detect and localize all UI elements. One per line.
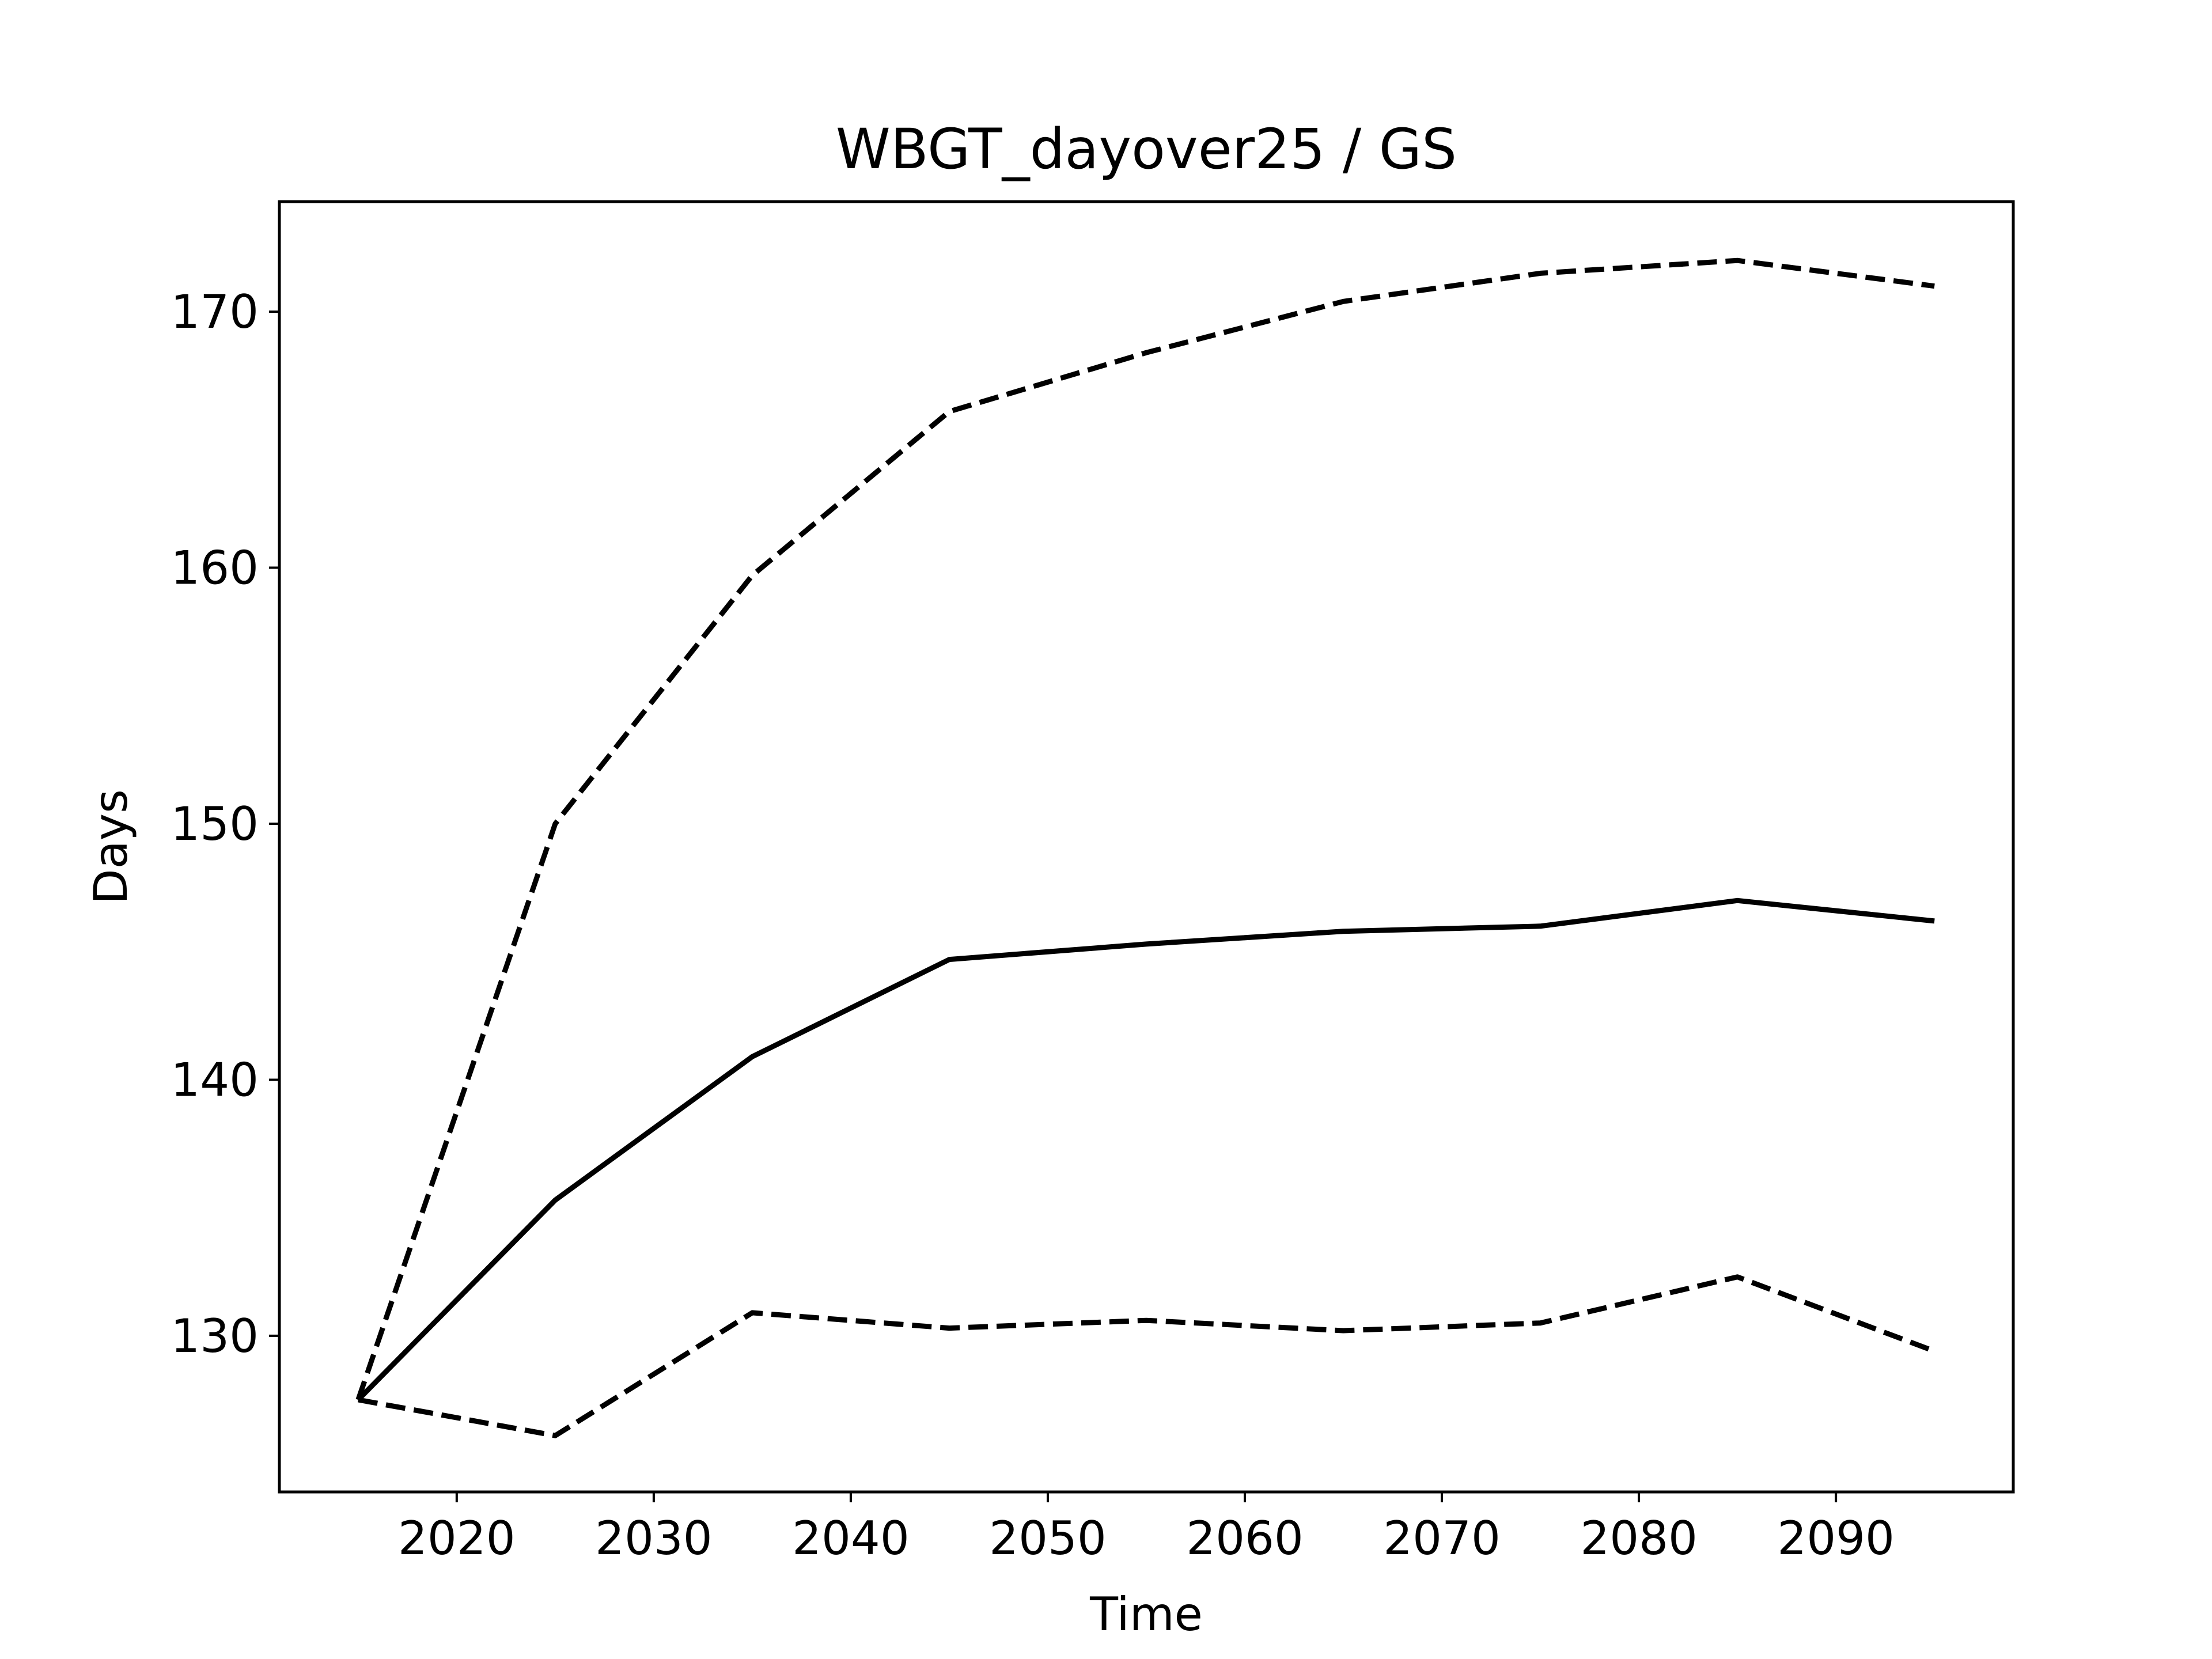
chart-title: WBGT_dayover25 / GS bbox=[836, 117, 1457, 181]
x-tick-label: 2040 bbox=[792, 1512, 910, 1565]
y-tick-label: 130 bbox=[171, 1309, 259, 1363]
y-axis-label: Days bbox=[84, 789, 138, 904]
y-tick-label: 140 bbox=[171, 1053, 259, 1107]
series-line-2 bbox=[355, 257, 1935, 1401]
series-line-1 bbox=[356, 897, 1935, 1402]
series-line-3 bbox=[357, 1274, 1936, 1438]
y-tick-label: 170 bbox=[171, 285, 259, 339]
x-tick-label: 2020 bbox=[398, 1512, 516, 1565]
x-tick-label: 2080 bbox=[1580, 1512, 1698, 1565]
x-tick-label: 2030 bbox=[595, 1512, 713, 1565]
y-tick-label: 160 bbox=[171, 541, 259, 595]
y-axis: 130 140 150 160 170 bbox=[171, 285, 279, 1363]
x-tick-label: 2070 bbox=[1383, 1512, 1501, 1565]
x-axis: 2020 2030 2040 2050 2060 2070 2080 2090 bbox=[398, 1492, 1895, 1565]
plot-frame bbox=[278, 200, 2015, 1494]
x-tick-label: 2050 bbox=[989, 1512, 1107, 1565]
x-axis-label: Time bbox=[1089, 1588, 1203, 1641]
y-tick-label: 150 bbox=[171, 797, 259, 851]
x-tick-label: 2060 bbox=[1186, 1512, 1304, 1565]
plot-lines bbox=[355, 257, 1936, 1438]
x-tick-label: 2090 bbox=[1777, 1512, 1895, 1565]
